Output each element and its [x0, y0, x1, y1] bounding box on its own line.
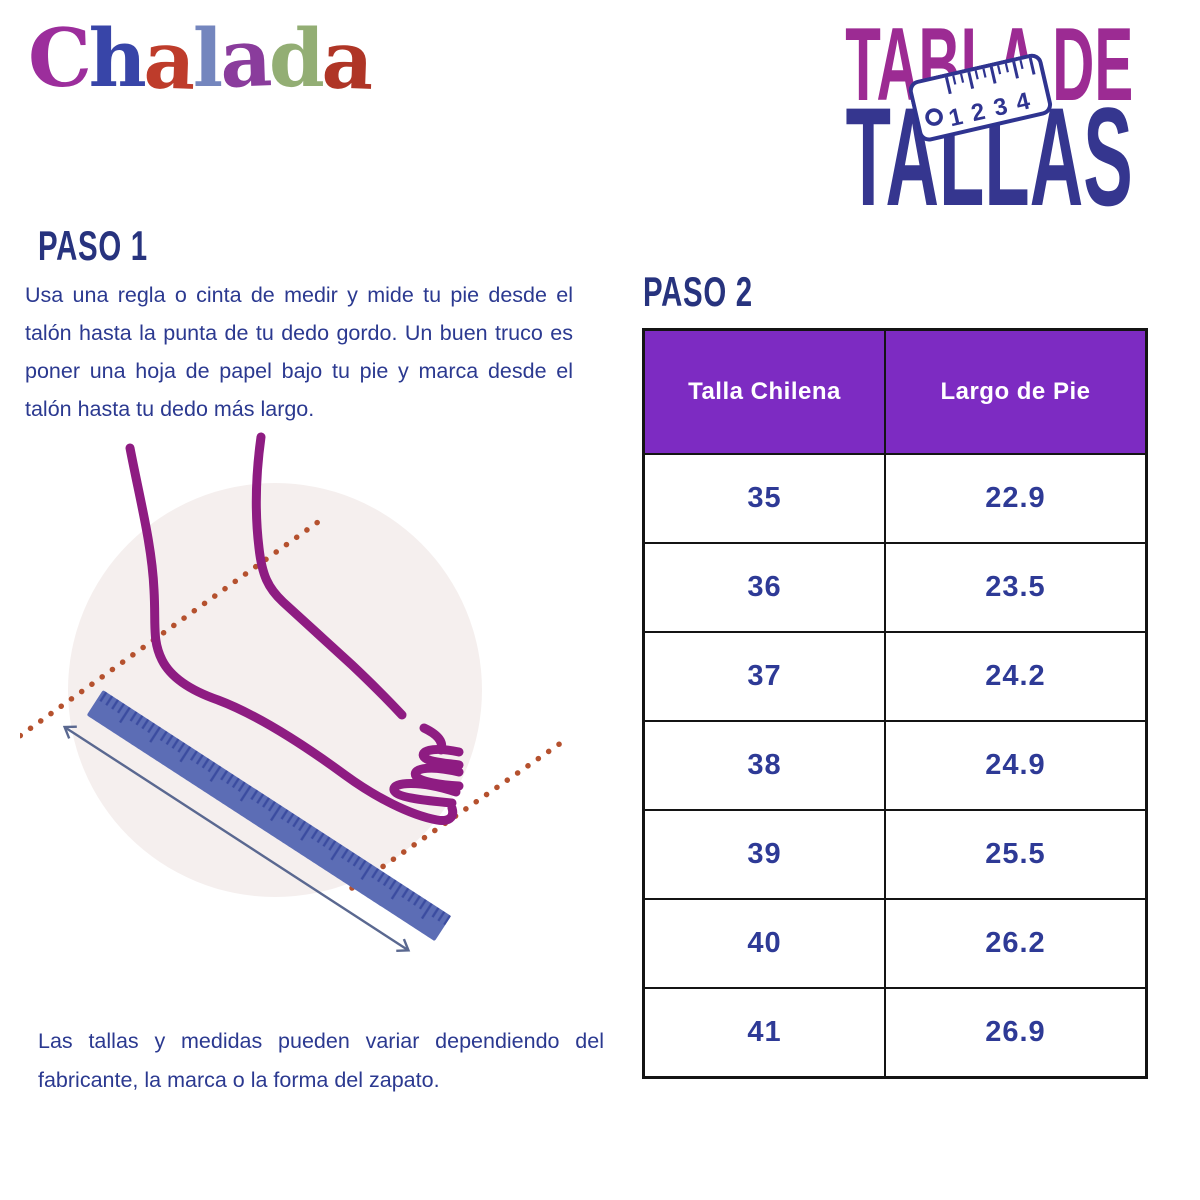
ruler-number: 3	[991, 93, 1010, 122]
logo-letter: h	[88, 11, 147, 105]
step1-instructions: Usa una regla o cinta de medir y mide tu…	[25, 283, 573, 421]
ruler-number: 1	[946, 103, 965, 132]
logo-letter-d: d	[268, 11, 325, 105]
disclaimer-note: Las tallas y medidas pueden variar depen…	[38, 1029, 604, 1092]
size-table: Talla Chilena Largo de Pie 35 22.9 36 23…	[642, 328, 1148, 1079]
size-value: 38	[642, 720, 886, 811]
foot-measure-illustration	[7, 425, 580, 1005]
step1-heading: PASO 1	[38, 222, 148, 269]
ruler-icon: 1 2 3 4	[907, 51, 1056, 144]
table-row: 39 25.5	[642, 809, 1148, 900]
size-value: 36	[642, 542, 886, 633]
ruler-graphic	[62, 690, 452, 953]
table-row: 38 24.9	[642, 720, 1148, 811]
ruler-number: 2	[969, 98, 988, 127]
size-value: 40	[642, 898, 886, 989]
size-value: 41	[642, 987, 886, 1079]
logo-letter: a	[142, 12, 195, 108]
length-value: 23.5	[883, 542, 1148, 633]
table-row: 35 22.9	[642, 453, 1148, 544]
step2-heading: PASO 2	[643, 268, 753, 315]
column-header-talla: Talla Chilena	[642, 328, 886, 455]
measure-arrow	[62, 725, 411, 953]
logo-letter: C	[26, 9, 91, 107]
length-value: 25.5	[883, 809, 1148, 900]
length-value: 24.9	[883, 720, 1148, 811]
table-row: 36 23.5	[642, 542, 1148, 633]
table-row: 37 24.2	[642, 631, 1148, 722]
logo-letter: a	[218, 10, 271, 106]
size-value: 37	[642, 631, 886, 722]
table-row: 40 26.2	[642, 898, 1148, 989]
brand-logo: Chalada	[26, 9, 373, 108]
length-value: 26.2	[883, 898, 1148, 989]
length-value: 22.9	[883, 453, 1148, 544]
heel-dotted-line	[7, 519, 321, 746]
size-table-header-row: Talla Chilena Largo de Pie	[642, 328, 1148, 455]
logo-letter: l	[192, 11, 223, 105]
column-header-largo: Largo de Pie	[883, 328, 1148, 455]
size-value: 35	[642, 453, 886, 544]
length-value: 26.9	[883, 987, 1148, 1079]
foot-outline	[125, 432, 464, 825]
table-row: 41 26.9	[642, 987, 1148, 1079]
size-value: 39	[642, 809, 886, 900]
logo-letter: a	[320, 12, 373, 108]
ruler-number: 4	[1013, 87, 1033, 116]
length-value: 24.2	[883, 631, 1148, 722]
